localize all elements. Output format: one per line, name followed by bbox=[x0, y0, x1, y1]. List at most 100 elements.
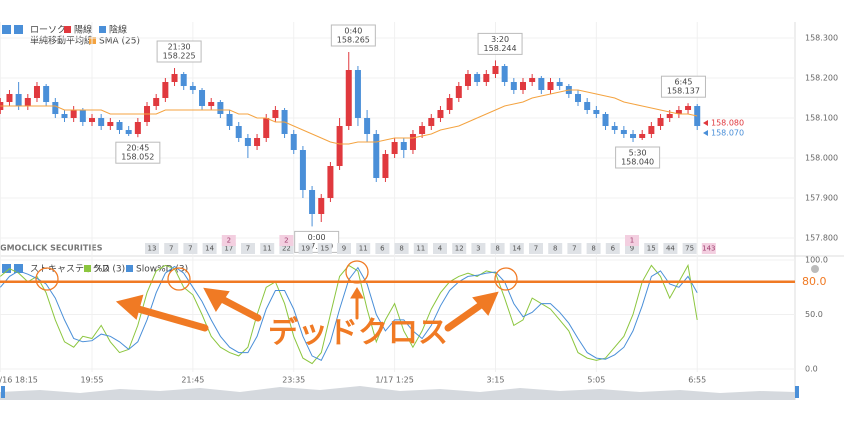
candle-body bbox=[455, 86, 462, 98]
annotation-time: 6:45 bbox=[674, 78, 692, 87]
annotation-time: 0:00 bbox=[308, 233, 326, 242]
candle-body bbox=[254, 138, 261, 146]
count-box bbox=[567, 243, 582, 254]
candle-body bbox=[208, 102, 215, 106]
count-label: 7 bbox=[169, 245, 173, 253]
legend-swatch bbox=[99, 26, 106, 33]
count-box bbox=[145, 243, 159, 254]
count-label: 4 bbox=[438, 245, 443, 253]
count-box bbox=[317, 243, 332, 254]
candle-body bbox=[685, 106, 692, 110]
candle-body bbox=[510, 82, 517, 90]
count-box bbox=[625, 235, 639, 246]
y-tick-label: 158.100 bbox=[805, 114, 838, 123]
annotation-box bbox=[156, 40, 202, 63]
candle-body bbox=[382, 154, 389, 178]
candle-body bbox=[428, 118, 435, 126]
count-box bbox=[221, 235, 236, 246]
candle-body bbox=[391, 142, 398, 154]
count-box bbox=[298, 243, 313, 254]
candle-body bbox=[116, 122, 123, 130]
annotation-time: 21:30 bbox=[168, 43, 191, 52]
count-label: 2 bbox=[227, 237, 231, 245]
candle-body bbox=[501, 66, 508, 82]
chart-type: ローソク bbox=[30, 25, 66, 36]
candle-body bbox=[199, 90, 206, 106]
count-box bbox=[586, 243, 601, 254]
candle-body bbox=[6, 94, 13, 102]
count-box bbox=[164, 243, 179, 254]
candle-body bbox=[189, 86, 196, 90]
candle-body bbox=[584, 102, 591, 110]
annotation-price: 157.829 bbox=[300, 242, 333, 251]
candle-body bbox=[593, 110, 600, 114]
candle-body bbox=[89, 118, 95, 122]
candle-body bbox=[694, 106, 701, 126]
y-tick-label: 158.200 bbox=[805, 74, 838, 83]
annotation-price: 158.244 bbox=[484, 44, 517, 53]
count-label: 13 bbox=[148, 245, 157, 253]
navigator[interactable] bbox=[0, 386, 795, 400]
candle-body bbox=[309, 190, 316, 214]
count-label: 44 bbox=[666, 245, 675, 253]
candle-body bbox=[61, 114, 68, 118]
close-icon[interactable] bbox=[811, 265, 819, 273]
count-box bbox=[701, 243, 716, 254]
candle-body bbox=[15, 94, 22, 106]
candle-body bbox=[134, 122, 141, 134]
navigator-handle[interactable] bbox=[795, 386, 799, 398]
navigator-handle[interactable] bbox=[1, 386, 5, 398]
candle-body bbox=[180, 74, 187, 86]
count-label: 11 bbox=[263, 245, 272, 253]
icon[interactable] bbox=[2, 25, 11, 34]
candle-body bbox=[464, 74, 471, 86]
candle-body bbox=[318, 198, 325, 214]
candle-body bbox=[400, 142, 407, 150]
candle-body bbox=[602, 114, 609, 126]
candle-body bbox=[79, 110, 86, 122]
count-label: 22 bbox=[282, 245, 291, 253]
y-tick-label: 157.800 bbox=[805, 234, 838, 243]
count-label: 8 bbox=[591, 245, 595, 253]
candle-body bbox=[474, 74, 481, 82]
annotation-time: 5:30 bbox=[629, 149, 647, 158]
count-label: 6 bbox=[611, 245, 616, 253]
icon[interactable] bbox=[14, 25, 23, 34]
x-tick-label: 1/17 1:25 bbox=[375, 376, 413, 385]
y-tick-label: 0.0 bbox=[805, 365, 818, 374]
count-label: 14 bbox=[205, 245, 214, 253]
candle-body bbox=[409, 134, 416, 150]
x-tick-label: 1/16 18:15 bbox=[0, 376, 38, 385]
series-line bbox=[0, 89, 698, 145]
y-tick-label: 157.900 bbox=[805, 194, 838, 203]
count-label: 8 bbox=[399, 245, 403, 253]
count-label: 15 bbox=[320, 245, 329, 253]
candle-body bbox=[538, 78, 545, 90]
candle-body bbox=[675, 110, 682, 114]
icon[interactable] bbox=[2, 264, 11, 273]
candle-body bbox=[162, 82, 169, 98]
icon[interactable] bbox=[14, 264, 23, 273]
annotation-box bbox=[477, 32, 523, 55]
watermark: GMOCLICK SECURITIES bbox=[0, 244, 103, 253]
candle-body bbox=[419, 126, 426, 134]
count-box bbox=[548, 243, 563, 254]
arrow-head bbox=[472, 291, 499, 316]
y-tick-label: 158.000 bbox=[805, 154, 838, 163]
candle-body bbox=[226, 114, 233, 126]
x-tick-label: 19:55 bbox=[80, 376, 103, 385]
candle-body bbox=[556, 82, 563, 86]
count-label: 12 bbox=[455, 245, 464, 253]
annotation-price: 158.040 bbox=[621, 158, 654, 167]
count-label: 7 bbox=[534, 245, 538, 253]
candle-body bbox=[648, 126, 655, 134]
count-box bbox=[490, 243, 505, 254]
legend-label: 陽線 bbox=[74, 24, 92, 36]
candle-body bbox=[272, 110, 279, 118]
candle-body bbox=[153, 98, 160, 106]
count-box bbox=[356, 243, 371, 254]
count-label: 8 bbox=[553, 245, 557, 253]
count-box bbox=[682, 243, 697, 254]
candle-body bbox=[575, 94, 582, 102]
count-label: 9 bbox=[630, 245, 634, 253]
